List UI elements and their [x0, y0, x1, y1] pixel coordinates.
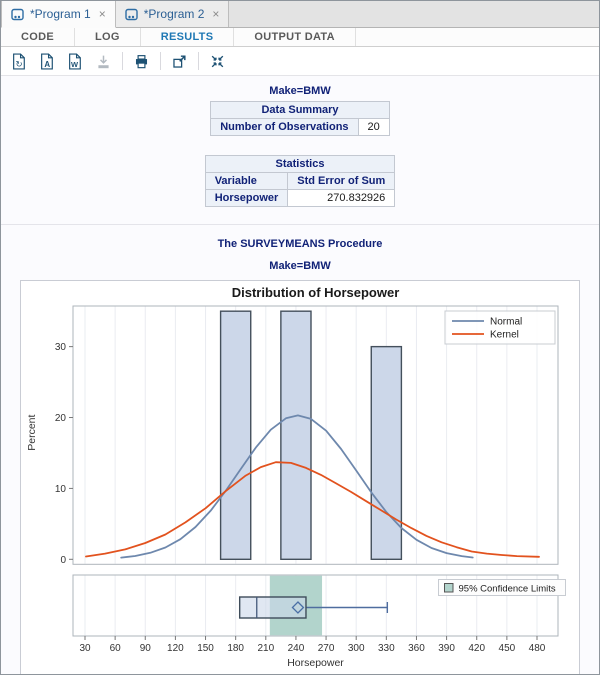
- print-icon[interactable]: [132, 52, 151, 71]
- x-tick-label: 60: [110, 643, 122, 654]
- tab-results[interactable]: RESULTS: [141, 28, 235, 46]
- tab-output-data[interactable]: OUTPUT DATA: [234, 28, 356, 46]
- y-tick-label: 30: [55, 342, 67, 353]
- section-divider: [1, 224, 599, 225]
- y-tick-label: 10: [55, 484, 67, 495]
- svg-text:↻: ↻: [15, 58, 22, 68]
- box: [238, 596, 307, 619]
- distribution-chart: Distribution of Horsepower 0 10 20 30 Percent…: [26, 285, 566, 669]
- mean-marker: [291, 601, 305, 614]
- histogram-frame: [72, 305, 559, 565]
- x-tick-label: 90: [140, 643, 152, 654]
- x-tick-label: 450: [499, 643, 516, 654]
- collapse-icon[interactable]: [208, 52, 227, 71]
- legend-label: Normal: [490, 317, 522, 328]
- open-new-window-icon[interactable]: [170, 52, 189, 71]
- x-tick-label: 270: [318, 643, 335, 654]
- x-tick-label: 480: [529, 643, 546, 654]
- ci-legend: 95% Confidence Limits: [438, 579, 566, 596]
- x-tick-label: 330: [378, 643, 395, 654]
- histogram-bars: [219, 310, 403, 561]
- download-icon[interactable]: [94, 52, 113, 71]
- column-header: Variable: [204, 172, 289, 190]
- x-tick-label: 180: [227, 643, 244, 654]
- statistics-table: Statistics Variable Std Error of Sum Hor…: [204, 155, 396, 207]
- results-pane: Make=BMW Data Summary Number of Observat…: [1, 76, 599, 674]
- chart-title: Distribution of Horsepower: [232, 285, 400, 300]
- byline-make: Make=BMW: [269, 260, 331, 272]
- y-tick-label: 20: [55, 413, 67, 424]
- program-icon: [125, 8, 138, 20]
- html-file-icon[interactable]: ↻: [10, 52, 29, 71]
- y-axis-label: Percent: [26, 414, 38, 450]
- x-tick-label: 210: [257, 643, 274, 654]
- x-axis: 30 60 90 120 150 180 210 240 270 300 330 360 390 420 4…: [79, 636, 546, 654]
- procedure-title: The SURVEYMEANS Procedure: [217, 238, 383, 250]
- x-tick-label: 150: [197, 643, 214, 654]
- x-tick-label: 360: [408, 643, 425, 654]
- x-tick-label: 390: [438, 643, 455, 654]
- results-toolbar: ↻ A W: [1, 47, 599, 76]
- y-tick-label: 0: [60, 555, 66, 566]
- close-icon[interactable]: ×: [212, 7, 220, 21]
- tab-label: *Program 2: [143, 7, 205, 21]
- rtf-file-icon[interactable]: W: [66, 52, 85, 71]
- toolbar-separator: [122, 52, 123, 70]
- cell-value: 20: [357, 118, 390, 136]
- table-title: Statistics: [204, 155, 396, 173]
- tab-code[interactable]: CODE: [1, 28, 75, 46]
- close-icon[interactable]: ×: [98, 7, 106, 21]
- svg-text:A: A: [44, 60, 50, 69]
- legend-label: 95% Confidence Limits: [459, 584, 556, 595]
- x-tick-label: 30: [79, 643, 91, 654]
- pdf-file-icon[interactable]: A: [38, 52, 57, 71]
- legend-label: Kernel: [490, 330, 519, 341]
- x-axis-label: Horsepower: [287, 657, 344, 669]
- data-summary-table: Data Summary Number of Observations 20: [210, 101, 390, 136]
- toolbar-separator: [198, 52, 199, 70]
- histogram-bar: [280, 310, 312, 561]
- cell-value: 270.832926: [287, 189, 396, 207]
- program-icon: [11, 8, 24, 20]
- x-tick-label: 120: [167, 643, 184, 654]
- view-tab-bar: CODE LOG RESULTS OUTPUT DATA: [1, 28, 599, 47]
- tab-log[interactable]: LOG: [75, 28, 141, 46]
- x-tick-label: 300: [348, 643, 365, 654]
- row-header: Horsepower: [204, 189, 289, 207]
- histogram-bar: [219, 310, 252, 561]
- tab-program-1[interactable]: *Program 1 ×: [1, 1, 116, 28]
- document-tab-bar: *Program 1 × *Program 2 ×: [1, 1, 599, 28]
- y-axis: 0 10 20 30: [55, 342, 73, 566]
- table-title: Data Summary: [210, 101, 390, 119]
- histogram-bar: [370, 345, 403, 560]
- curve-kernel: [85, 461, 540, 558]
- svg-text:W: W: [71, 60, 78, 69]
- boxplot-frame: [72, 574, 559, 637]
- curve-normal: [120, 414, 474, 559]
- x-tick-label: 420: [468, 643, 485, 654]
- row-header: Number of Observations: [210, 118, 359, 136]
- column-header: Std Error of Sum: [287, 172, 396, 190]
- byline-make: Make=BMW: [269, 85, 331, 97]
- tab-program-2[interactable]: *Program 2 ×: [115, 1, 230, 27]
- toolbar-separator: [160, 52, 161, 70]
- curve-legend: Normal Kernel: [444, 310, 556, 345]
- x-tick-label: 240: [288, 643, 305, 654]
- tab-label: *Program 1: [30, 7, 91, 21]
- graph-container: Distribution of Horsepower 0 10 20 30 Percent…: [20, 280, 580, 674]
